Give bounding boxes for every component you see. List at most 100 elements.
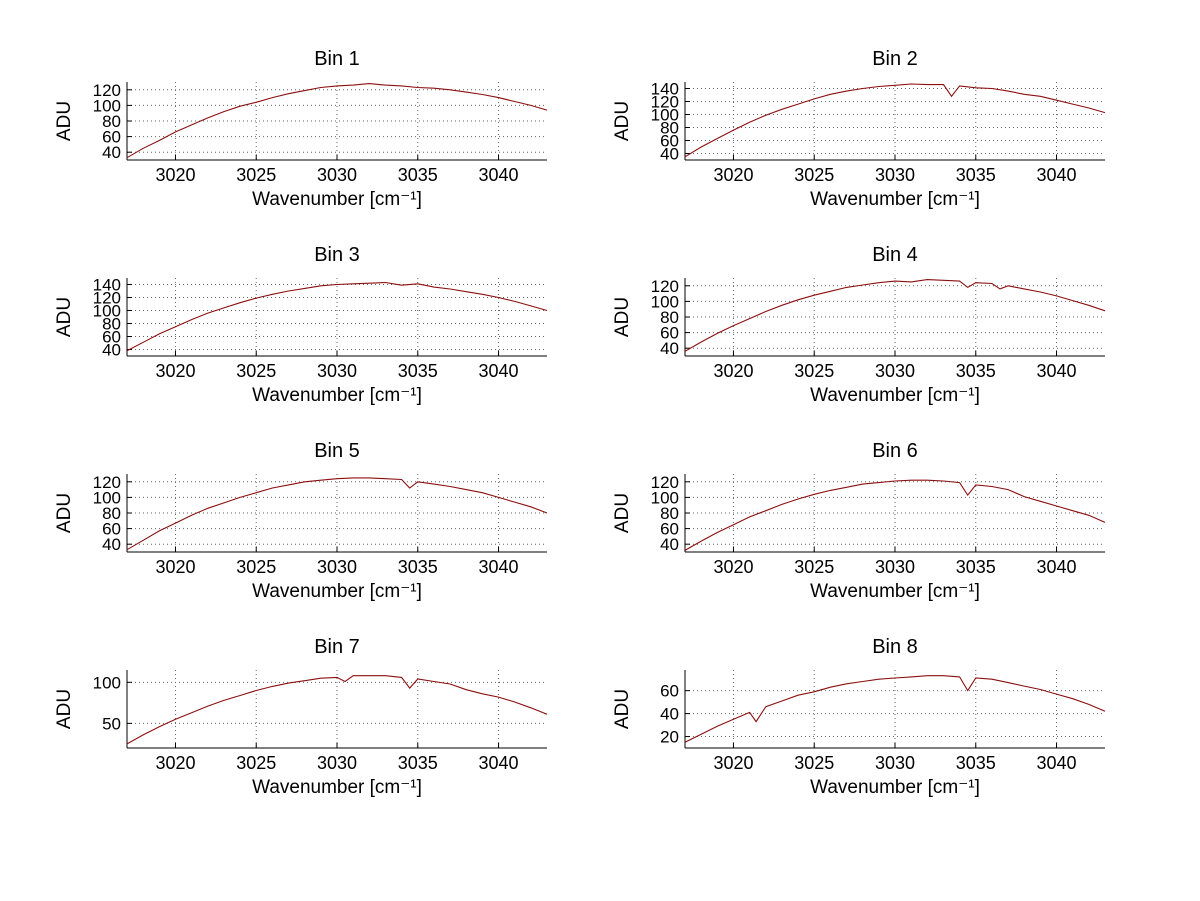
subplot-bin-5: Bin 5 3020 3025 3030 3035 3040 40 60 80 100 120 AD… — [40, 438, 580, 630]
x-tick-label: 3030 — [317, 165, 357, 185]
plot-title: Bin 3 — [314, 244, 360, 266]
y-axis-label: ADU — [54, 493, 75, 533]
plot-title: Bin 2 — [872, 48, 918, 70]
plot-canvas-bin-8: 3020 3025 3030 3035 3040 20 40 60 ADU — [612, 670, 1106, 773]
x-tick-label: 3040 — [1037, 753, 1077, 773]
x-tick-label: 3025 — [794, 165, 834, 185]
y-tick-label: 60 — [660, 324, 679, 343]
x-tick-label: 3035 — [398, 361, 438, 381]
x-tick-label: 3035 — [956, 361, 996, 381]
subplot-bin-3: Bin 3 3020 3025 3030 3035 3040 40 60 80 100 120 14… — [40, 242, 580, 434]
x-tick-label: 3025 — [236, 165, 276, 185]
y-tick-label: 100 — [93, 96, 121, 115]
x-tick-label: 3020 — [155, 753, 195, 773]
y-axis-label: ADU — [612, 689, 633, 729]
data-line — [684, 479, 1106, 551]
x-tick-label: 3020 — [713, 557, 753, 577]
x-tick-label: 3025 — [794, 361, 834, 381]
x-tick-label: 3020 — [155, 361, 195, 381]
x-tick-label: 3040 — [1037, 361, 1077, 381]
x-tick-label: 3030 — [317, 361, 357, 381]
y-tick-label: 20 — [660, 728, 679, 747]
y-tick-label: 120 — [93, 473, 121, 492]
y-tick-label: 40 — [660, 145, 679, 164]
y-tick-label: 120 — [651, 93, 679, 112]
y-tick-label: 140 — [651, 80, 679, 99]
data-line — [126, 83, 548, 159]
x-tick-label: 3040 — [1037, 557, 1077, 577]
x-tick-label: 3020 — [713, 165, 753, 185]
y-tick-label: 100 — [651, 488, 679, 507]
data-line — [684, 279, 1106, 352]
x-tick-label: 3040 — [1037, 165, 1077, 185]
plot-title: Bin 6 — [872, 440, 918, 462]
x-tick-label: 3040 — [479, 165, 519, 185]
subplot-bin-1: Bin 1 3020 3025 3030 3035 3040 40 60 80 100 120 AD… — [40, 46, 580, 238]
subplot-bin-7: Bin 7 3020 3025 3030 3035 3040 50 100 ADU Waven… — [40, 634, 580, 826]
y-tick-label: 80 — [102, 504, 121, 523]
y-tick-label: 100 — [93, 302, 121, 321]
subplot-bin-2: Bin 2 3020 3025 3030 3035 3040 40 60 80 100 120 14… — [598, 46, 1138, 238]
y-tick-label: 80 — [102, 315, 121, 334]
y-tick-label: 100 — [651, 292, 679, 311]
y-tick-label: 120 — [93, 289, 121, 308]
y-tick-label: 100 — [93, 488, 121, 507]
plot-title: Bin 7 — [314, 636, 360, 658]
y-tick-label: 80 — [660, 504, 679, 523]
x-tick-label: 3030 — [875, 557, 915, 577]
y-tick-label: 40 — [102, 143, 121, 162]
data-line — [126, 675, 548, 745]
y-tick-label: 60 — [660, 682, 679, 701]
x-tick-label: 3035 — [956, 753, 996, 773]
plot-title: Bin 5 — [314, 440, 360, 462]
x-axis-label: Wavenumber [cm⁻¹] — [810, 581, 980, 602]
data-line — [126, 281, 548, 352]
x-tick-label: 3035 — [956, 165, 996, 185]
x-tick-label: 3035 — [956, 557, 996, 577]
x-axis-label: Wavenumber [cm⁻¹] — [252, 189, 422, 210]
y-tick-label: 140 — [93, 276, 121, 295]
x-tick-label: 3035 — [398, 165, 438, 185]
plot-title: Bin 8 — [872, 636, 918, 658]
y-tick-label: 80 — [660, 119, 679, 138]
plot-title: Bin 4 — [872, 244, 918, 266]
y-tick-label: 100 — [93, 673, 121, 692]
x-tick-label: 3035 — [398, 557, 438, 577]
y-tick-label: 60 — [660, 520, 679, 539]
y-tick-label: 60 — [660, 132, 679, 151]
y-tick-label: 120 — [651, 277, 679, 296]
y-tick-label: 120 — [93, 81, 121, 100]
y-tick-label: 60 — [102, 128, 121, 147]
plot-canvas-bin-7: 3020 3025 3030 3035 3040 50 100 ADU — [54, 670, 548, 773]
x-tick-label: 3020 — [155, 557, 195, 577]
y-tick-label: 40 — [102, 535, 121, 554]
x-axis-label: Wavenumber [cm⁻¹] — [252, 581, 422, 602]
x-tick-label: 3025 — [794, 753, 834, 773]
x-tick-label: 3030 — [875, 165, 915, 185]
y-tick-label: 120 — [651, 473, 679, 492]
x-axis-label: Wavenumber [cm⁻¹] — [810, 189, 980, 210]
x-axis-label: Wavenumber [cm⁻¹] — [252, 777, 422, 798]
x-tick-label: 3030 — [317, 753, 357, 773]
x-tick-label: 3020 — [155, 165, 195, 185]
x-tick-label: 3040 — [479, 361, 519, 381]
subplot-bin-4: Bin 4 3020 3025 3030 3035 3040 40 60 80 100 120 AD… — [598, 242, 1138, 434]
subplot-bin-8: Bin 8 3020 3025 3030 3035 3040 20 40 60 ADU Wave… — [598, 634, 1138, 826]
y-tick-label: 40 — [660, 535, 679, 554]
x-tick-label: 3025 — [794, 557, 834, 577]
data-line — [126, 477, 548, 551]
subplot-bin-6: Bin 6 3020 3025 3030 3035 3040 40 60 80 100 120 AD… — [598, 438, 1138, 630]
data-line — [684, 675, 1106, 743]
y-tick-label: 60 — [102, 520, 121, 539]
y-axis-label: ADU — [612, 297, 633, 337]
y-tick-label: 40 — [102, 341, 121, 360]
data-line — [684, 83, 1106, 158]
x-tick-label: 3040 — [479, 557, 519, 577]
y-tick-label: 80 — [660, 308, 679, 327]
y-axis-label: ADU — [54, 689, 75, 729]
x-tick-label: 3030 — [317, 557, 357, 577]
